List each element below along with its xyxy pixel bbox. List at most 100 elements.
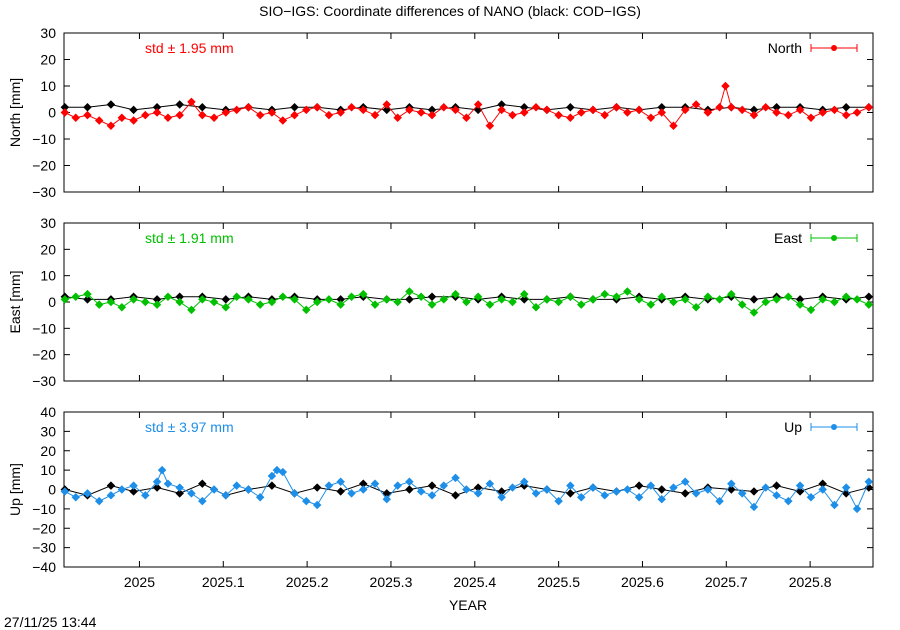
data-point	[737, 300, 747, 309]
std-label: std ± 1.91 mm	[145, 230, 234, 246]
data-point	[566, 113, 575, 123]
data-point	[290, 102, 299, 112]
data-point	[416, 292, 426, 301]
data-point	[370, 300, 380, 309]
data-point	[267, 108, 277, 117]
data-point	[772, 295, 781, 304]
data-point	[324, 110, 334, 120]
data-point	[302, 105, 311, 115]
data-point	[497, 493, 506, 502]
data-point	[163, 113, 173, 123]
y-tick-label: 0	[48, 294, 56, 310]
data-point	[83, 289, 92, 299]
x-tick-label: 2025.1	[202, 574, 245, 590]
data-point	[566, 102, 575, 112]
data-point	[198, 479, 207, 488]
data-point	[795, 481, 805, 490]
data-point	[129, 487, 138, 496]
x-tick-label: 2025	[124, 574, 155, 590]
data-point	[818, 295, 827, 304]
y-tick-label: 10	[40, 78, 56, 94]
data-point	[554, 297, 563, 307]
data-point	[427, 292, 437, 301]
y-tick-label: 10	[40, 462, 56, 478]
data-point	[864, 300, 874, 309]
data-point	[382, 295, 392, 304]
data-point	[508, 297, 517, 307]
data-point	[577, 108, 586, 117]
data-point	[715, 295, 724, 304]
data-point	[703, 485, 713, 494]
data-point	[864, 102, 874, 112]
data-point	[336, 108, 345, 117]
data-point	[175, 110, 184, 120]
data-point	[94, 300, 104, 309]
y-tick-label: 20	[40, 241, 56, 257]
y-tick-label: −30	[32, 540, 56, 556]
data-point	[772, 481, 781, 490]
data-point	[451, 491, 460, 500]
legend-marker	[831, 235, 837, 241]
legend-marker	[831, 45, 837, 51]
data-point	[405, 485, 414, 494]
data-point	[255, 110, 265, 120]
data-point	[623, 485, 632, 494]
data-point	[71, 113, 80, 123]
data-point	[221, 491, 231, 500]
data-point	[669, 483, 678, 492]
data-point	[497, 105, 506, 115]
data-point	[497, 100, 506, 109]
x-tick-label: 2025.4	[453, 574, 496, 590]
data-point	[830, 500, 839, 510]
data-point	[691, 303, 701, 312]
y-tick-label: −10	[32, 501, 56, 517]
data-point	[232, 481, 241, 490]
data-point	[336, 487, 345, 496]
data-point	[163, 292, 173, 301]
data-point	[806, 493, 816, 502]
data-point	[600, 110, 609, 120]
data-point	[427, 481, 437, 490]
y-tick-label: −30	[32, 373, 56, 389]
series-up	[60, 465, 874, 514]
panel-up: −40 −30 −20 −10 0 10 20 30 40 2025 2025.1 2025.2 202…	[7, 404, 874, 590]
data-point	[715, 496, 724, 506]
data-point	[806, 113, 816, 123]
y-tick-label: 30	[40, 215, 56, 231]
data-point	[646, 113, 656, 123]
data-point	[462, 297, 471, 307]
data-point	[795, 487, 805, 496]
data-point	[473, 100, 483, 109]
data-point	[473, 489, 483, 498]
data-point	[382, 494, 392, 504]
data-point	[749, 308, 759, 317]
data-point	[680, 295, 690, 304]
data-point	[473, 292, 483, 301]
data-point	[761, 483, 770, 492]
data-point	[473, 483, 483, 492]
data-point	[646, 300, 656, 309]
data-point	[737, 105, 747, 115]
data-point	[577, 493, 586, 502]
y-tick-label: 10	[40, 268, 56, 284]
data-point	[324, 295, 334, 304]
data-point	[612, 292, 621, 301]
data-point	[566, 489, 575, 498]
data-point	[749, 110, 759, 120]
data-point	[359, 479, 368, 488]
data-point	[175, 297, 184, 307]
x-tick-label: 2025.6	[621, 574, 664, 590]
data-point	[312, 500, 322, 510]
data-point	[508, 483, 517, 492]
data-point	[542, 105, 552, 115]
y-tick-label: −20	[32, 158, 56, 174]
data-point	[439, 295, 449, 304]
data-point	[841, 110, 851, 120]
data-point	[152, 483, 162, 492]
data-point	[244, 295, 253, 304]
data-point	[623, 287, 632, 296]
data-point	[152, 300, 162, 309]
data-point	[370, 110, 380, 120]
data-point	[427, 105, 437, 115]
